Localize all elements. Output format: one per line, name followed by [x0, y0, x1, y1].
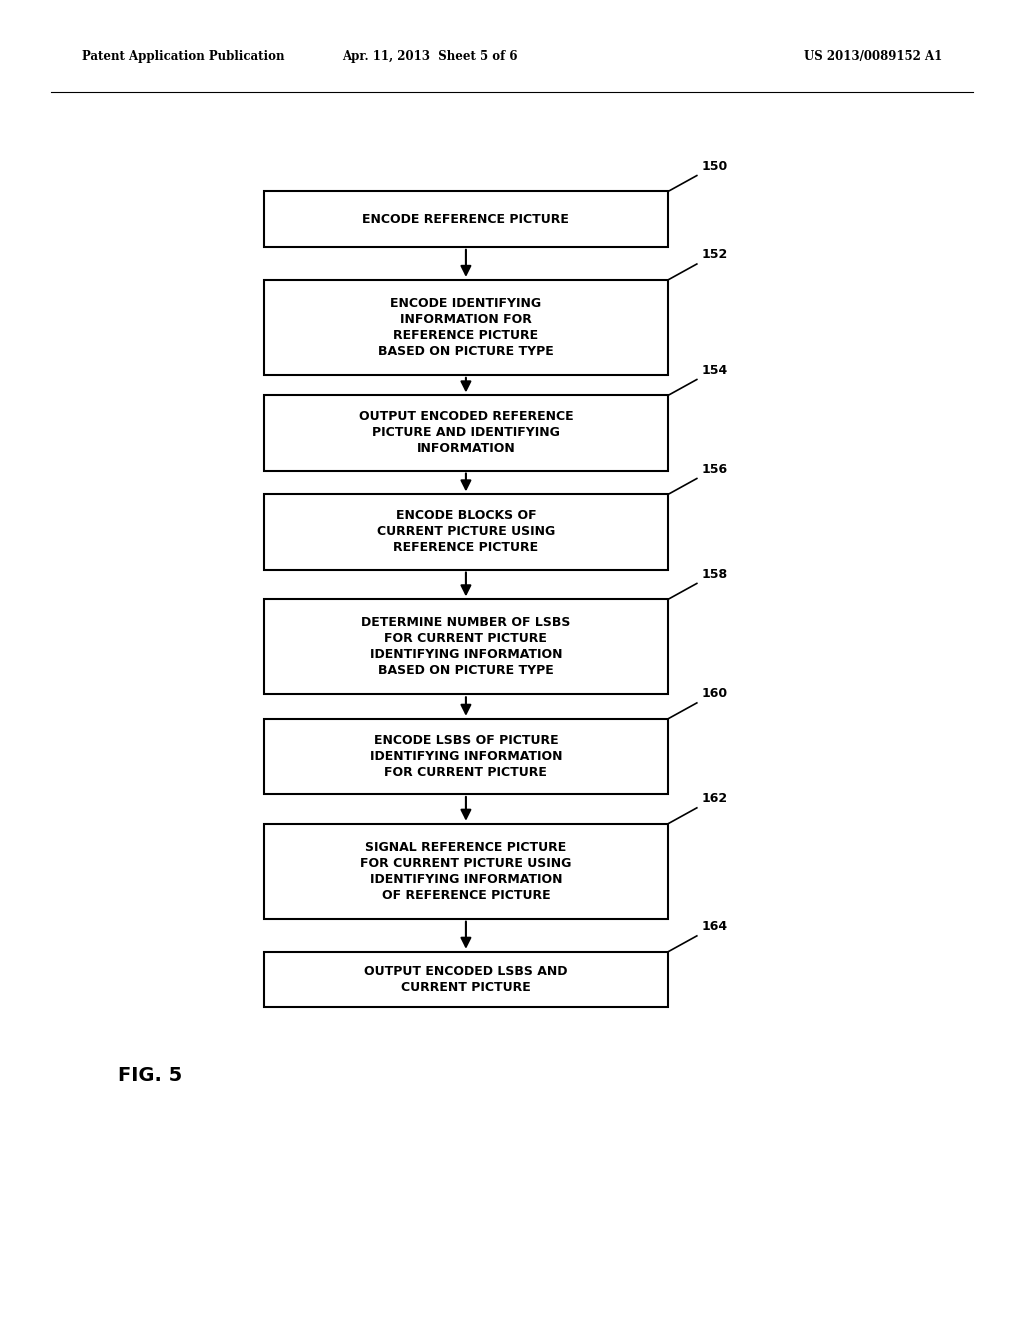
Text: SIGNAL REFERENCE PICTURE
FOR CURRENT PICTURE USING
IDENTIFYING INFORMATION
OF RE: SIGNAL REFERENCE PICTURE FOR CURRENT PIC…: [360, 841, 571, 902]
Bar: [264, 718, 669, 795]
Text: 150: 150: [702, 160, 728, 173]
Text: Apr. 11, 2013  Sheet 5 of 6: Apr. 11, 2013 Sheet 5 of 6: [342, 50, 518, 63]
Bar: [264, 396, 669, 470]
Text: OUTPUT ENCODED LSBS AND
CURRENT PICTURE: OUTPUT ENCODED LSBS AND CURRENT PICTURE: [365, 965, 567, 994]
Text: ENCODE BLOCKS OF
CURRENT PICTURE USING
REFERENCE PICTURE: ENCODE BLOCKS OF CURRENT PICTURE USING R…: [377, 510, 555, 554]
Text: OUTPUT ENCODED REFERENCE
PICTURE AND IDENTIFYING
INFORMATION: OUTPUT ENCODED REFERENCE PICTURE AND IDE…: [358, 411, 573, 455]
Text: ENCODE LSBS OF PICTURE
IDENTIFYING INFORMATION
FOR CURRENT PICTURE: ENCODE LSBS OF PICTURE IDENTIFYING INFOR…: [370, 734, 562, 779]
Text: 162: 162: [702, 792, 728, 805]
Text: ENCODE IDENTIFYING
INFORMATION FOR
REFERENCE PICTURE
BASED ON PICTURE TYPE: ENCODE IDENTIFYING INFORMATION FOR REFER…: [378, 297, 554, 358]
Text: 158: 158: [702, 568, 728, 581]
Text: 164: 164: [702, 920, 728, 933]
Text: 156: 156: [702, 463, 728, 477]
Text: 152: 152: [702, 248, 728, 261]
Bar: [264, 191, 669, 247]
Bar: [264, 599, 669, 694]
Text: ENCODE REFERENCE PICTURE: ENCODE REFERENCE PICTURE: [362, 213, 569, 226]
Bar: [264, 952, 669, 1007]
Text: Patent Application Publication: Patent Application Publication: [82, 50, 285, 63]
Text: DETERMINE NUMBER OF LSBS
FOR CURRENT PICTURE
IDENTIFYING INFORMATION
BASED ON PI: DETERMINE NUMBER OF LSBS FOR CURRENT PIC…: [361, 616, 570, 677]
Bar: [264, 824, 669, 919]
Text: FIG. 5: FIG. 5: [118, 1067, 182, 1085]
Bar: [264, 494, 669, 570]
Text: US 2013/0089152 A1: US 2013/0089152 A1: [804, 50, 942, 63]
Text: 160: 160: [702, 688, 728, 700]
Bar: [264, 280, 669, 375]
Text: 154: 154: [702, 364, 728, 378]
